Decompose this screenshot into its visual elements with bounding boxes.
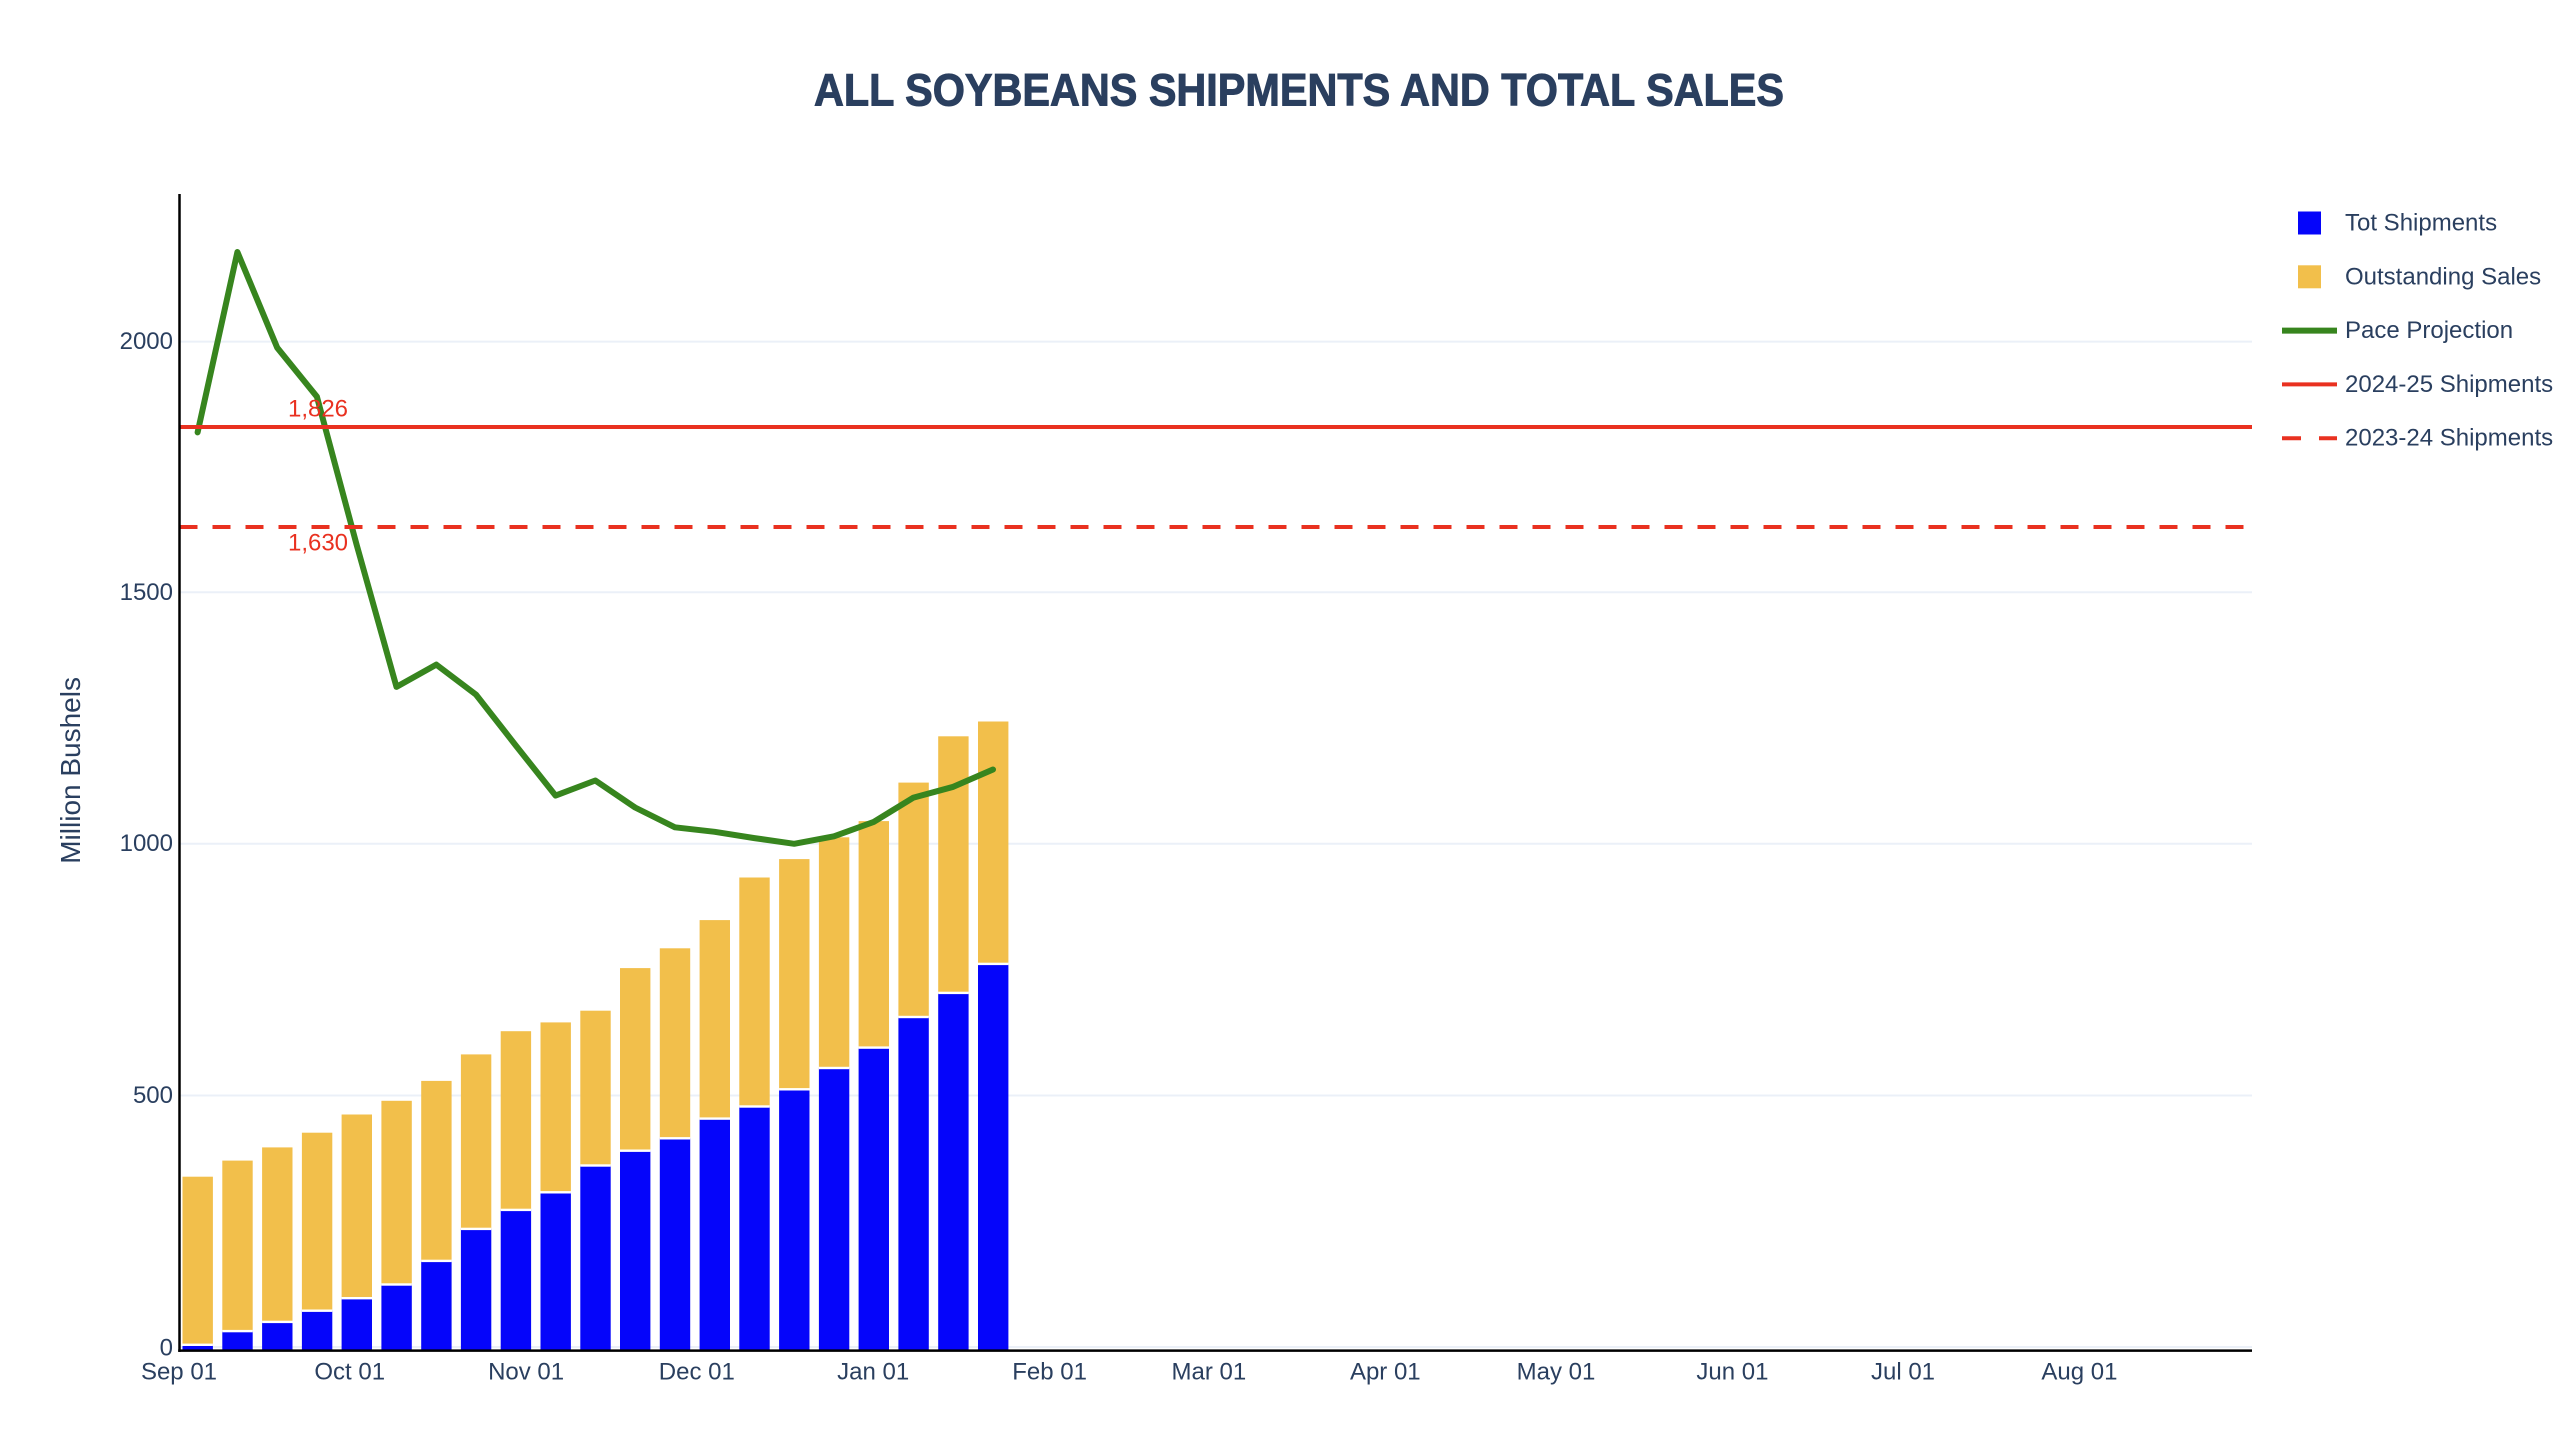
svg-text:Outstanding Sales: Outstanding Sales (2345, 263, 2541, 290)
svg-text:Aug 01: Aug 01 (2041, 1359, 2117, 1386)
svg-text:Million Bushels: Million Bushels (55, 677, 86, 864)
svg-text:Sep 01: Sep 01 (141, 1359, 217, 1386)
svg-text:1000: 1000 (120, 830, 173, 857)
svg-text:1,630: 1,630 (288, 530, 348, 557)
svg-text:2024-25 Shipments: 2024-25 Shipments (2345, 371, 2553, 398)
svg-text:Dec 01: Dec 01 (659, 1359, 735, 1386)
svg-text:1,826: 1,826 (288, 396, 348, 423)
svg-text:Oct 01: Oct 01 (314, 1359, 385, 1386)
svg-text:0: 0 (160, 1335, 173, 1362)
svg-text:Jan 01: Jan 01 (837, 1359, 909, 1386)
svg-text:May 01: May 01 (1517, 1359, 1596, 1386)
svg-text:Feb 01: Feb 01 (1012, 1359, 1087, 1386)
svg-text:1500: 1500 (120, 579, 173, 606)
svg-text:2000: 2000 (120, 328, 173, 355)
svg-text:Nov 01: Nov 01 (488, 1359, 564, 1386)
svg-text:Pace Projection: Pace Projection (2345, 317, 2513, 344)
svg-text:2023-24 Shipments: 2023-24 Shipments (2345, 425, 2553, 452)
svg-text:ALL SOYBEANS SHIPMENTS AND TOT: ALL SOYBEANS SHIPMENTS AND TOTAL SALES (814, 65, 1784, 116)
svg-text:Jul 01: Jul 01 (1871, 1359, 1935, 1386)
svg-text:Tot Shipments: Tot Shipments (2345, 210, 2497, 237)
svg-text:Jun 01: Jun 01 (1696, 1359, 1768, 1386)
svg-text:Mar 01: Mar 01 (1172, 1359, 1247, 1386)
svg-text:500: 500 (133, 1082, 173, 1109)
svg-text:Apr 01: Apr 01 (1350, 1359, 1421, 1386)
